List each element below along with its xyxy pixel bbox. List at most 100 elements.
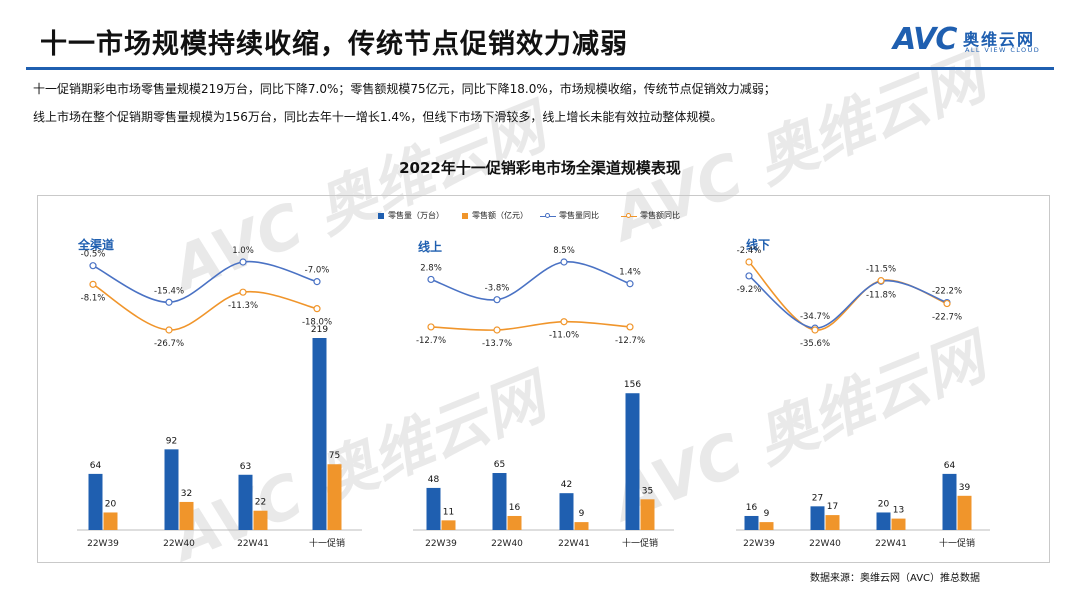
data-source-note: 数据来源：奥维云网（AVC）推总数据	[810, 573, 981, 584]
page-title: 十一市场规模持续收缩，传统节点促销效力减弱	[40, 29, 628, 60]
bar-label-value: 22	[255, 498, 266, 508]
bar-label-value: 17	[827, 502, 838, 512]
chart-title: 2022年十一促销彩电市场全渠道规模表现	[399, 159, 681, 177]
x-tick-label: 22W41	[237, 539, 269, 549]
bar-value	[327, 464, 342, 530]
bar-volume	[312, 338, 327, 530]
bar-label-volume: 48	[428, 475, 440, 485]
bar-value	[640, 499, 655, 530]
panel-title-all-channels: 全渠道	[78, 238, 115, 252]
point-value-yoy	[165, 326, 173, 334]
bar-label-volume: 156	[624, 380, 641, 390]
bar-label-volume: 64	[944, 461, 956, 471]
legend-label-volume: 零售量（万台）	[388, 211, 444, 220]
data-label-value-yoy: -35.6%	[800, 339, 830, 349]
bar-volume	[492, 473, 507, 530]
line-volume-yoy	[430, 261, 631, 301]
point-value-yoy	[943, 299, 951, 308]
bar-volume	[426, 487, 441, 530]
point-volume-yoy	[493, 296, 501, 304]
point-volume-yoy	[89, 262, 97, 270]
bar-label-volume: 219	[311, 325, 328, 335]
x-tick-label: 22W39	[425, 539, 457, 549]
panel-title-offline: 线下	[746, 238, 771, 252]
bar-value	[574, 522, 589, 530]
bar-label-value: 13	[893, 506, 904, 516]
x-tick-label: 22W39	[743, 539, 775, 549]
data-label-value-yoy: -2.4%	[737, 246, 762, 256]
bar-volume	[238, 474, 253, 530]
data-label-volume-yoy: -15.4%	[154, 286, 184, 296]
bar-label-volume: 64	[90, 461, 102, 471]
data-label-volume-yoy: 8.5%	[553, 246, 575, 256]
point-value-yoy	[626, 323, 634, 331]
bar-volume	[559, 493, 574, 530]
bar-volume	[164, 449, 179, 530]
point-volume-yoy	[313, 278, 321, 286]
legend-marker-volume-yoy	[545, 212, 550, 218]
bar-value	[179, 501, 194, 530]
panel-title-online: 线上	[418, 240, 443, 254]
x-tick-label: 22W40	[491, 539, 523, 549]
bar-volume	[876, 512, 891, 530]
data-label-volume-yoy: -0.5%	[81, 250, 106, 260]
point-value-yoy	[313, 305, 321, 313]
data-label-value-yoy: -22.7%	[932, 313, 962, 323]
legend-swatch-volume	[378, 213, 384, 219]
bar-label-value: 20	[105, 499, 117, 509]
point-value-yoy	[89, 280, 97, 288]
legend-marker-value-yoy	[626, 212, 631, 218]
summary-line-1: 十一促销期彩电市场零售量规模219万台，同比下降7.0%；零售额规模75亿元，同…	[33, 82, 776, 96]
data-label-volume-yoy: -22.2%	[932, 287, 962, 297]
line-volume-yoy	[92, 260, 318, 304]
bar-value	[103, 512, 118, 530]
point-volume-yoy	[239, 258, 247, 266]
point-value-yoy	[811, 326, 819, 334]
point-volume-yoy	[427, 275, 435, 284]
data-label-value-yoy: -11.0%	[549, 331, 579, 341]
bar-label-volume: 16	[746, 503, 758, 513]
x-tick-label: 十一促销	[309, 537, 345, 549]
x-tick-label: 22W39	[87, 539, 119, 549]
bar-label-volume: 20	[878, 499, 890, 509]
data-label-volume-yoy: -7.0%	[305, 266, 330, 276]
point-volume-yoy	[560, 258, 568, 266]
point-value-yoy	[745, 258, 753, 266]
bar-label-volume: 65	[494, 460, 505, 470]
bar-label-value: 32	[181, 489, 192, 499]
data-label-volume-yoy: -34.7%	[800, 312, 830, 322]
logo-chinese-name: 奥维云网	[963, 30, 1036, 49]
bar-volume	[88, 473, 103, 530]
point-value-yoy	[239, 288, 247, 296]
bar-value	[825, 515, 840, 530]
bar-value	[253, 510, 268, 530]
point-volume-yoy	[165, 298, 173, 306]
line-value-yoy	[92, 283, 318, 331]
x-tick-label: 十一促销	[939, 537, 975, 549]
data-label-value-yoy: -18.0%	[302, 318, 332, 328]
data-label-volume-yoy: 1.4%	[619, 268, 641, 278]
summary-line-2: 线上市场在整个促销期零售量规模为156万台，同比去年十一增长1.4%，但线下市场…	[33, 110, 723, 124]
point-value-yoy	[877, 277, 885, 285]
point-value-yoy	[427, 323, 435, 331]
bar-value	[507, 515, 522, 530]
data-label-value-yoy: -12.7%	[615, 336, 645, 346]
bar-volume	[625, 393, 640, 530]
logo-mark: AVC	[893, 22, 957, 57]
bar-label-value: 35	[642, 486, 653, 496]
bar-value	[957, 495, 972, 530]
bar-label-volume: 63	[240, 462, 251, 472]
data-label-value-yoy: -13.7%	[482, 339, 512, 349]
bar-label-value: 11	[443, 507, 454, 517]
bar-value	[759, 522, 774, 530]
x-tick-label: 十一促销	[622, 537, 658, 549]
bar-label-volume: 27	[812, 493, 823, 503]
data-label-value-yoy: -8.1%	[81, 293, 106, 303]
data-label-value-yoy: -12.7%	[416, 336, 446, 346]
data-label-value-yoy: -26.7%	[154, 339, 184, 349]
bar-volume	[810, 506, 825, 530]
legend-label-value-yoy: 零售额同比	[640, 211, 680, 220]
chart-frame	[37, 195, 1050, 563]
data-label-volume-yoy: -3.8%	[485, 284, 510, 294]
